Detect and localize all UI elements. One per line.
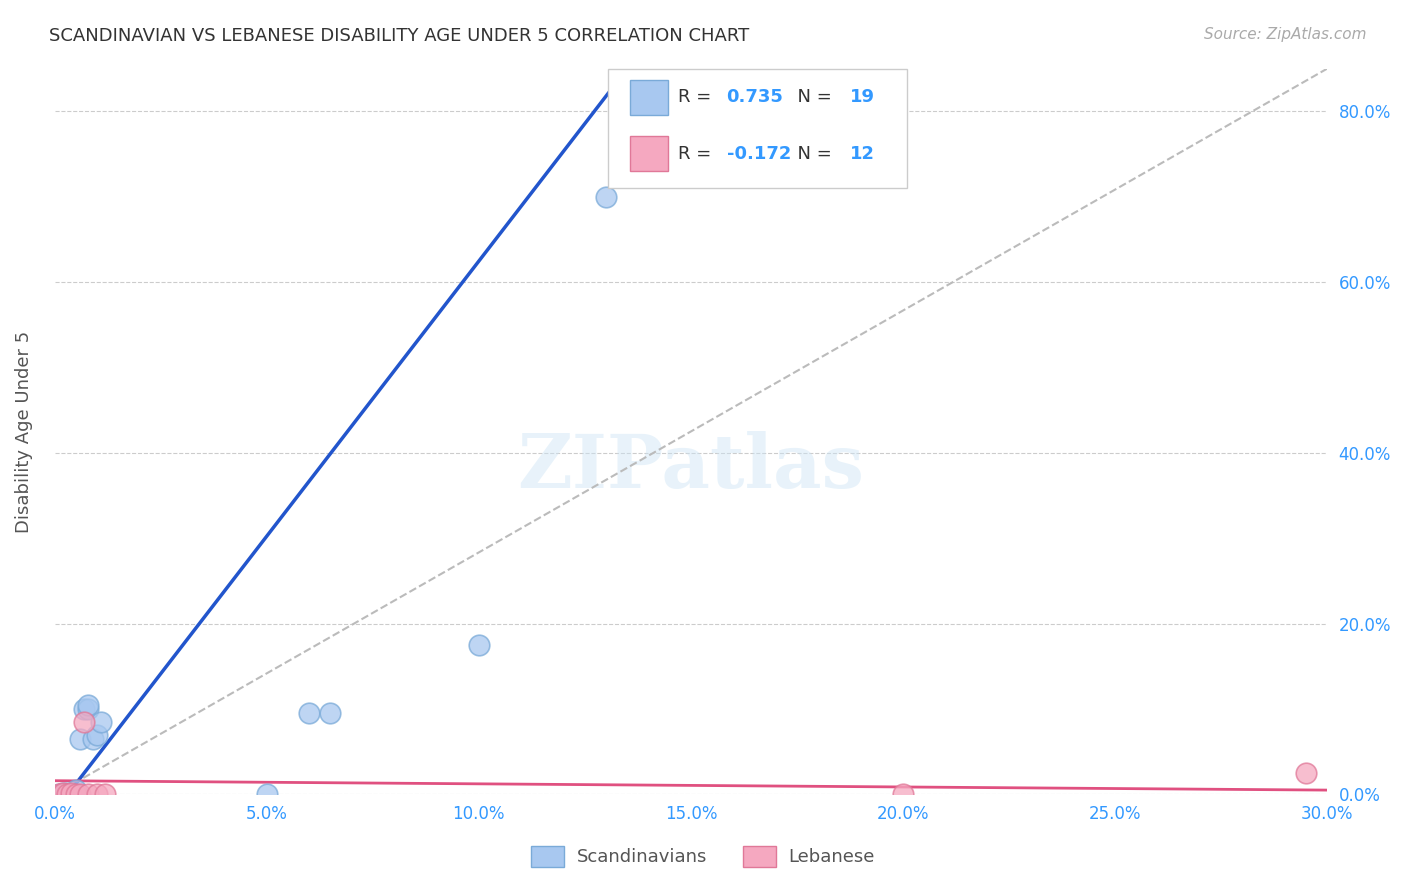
- Text: 0.735: 0.735: [727, 88, 783, 106]
- Bar: [630, 80, 668, 115]
- Text: N =: N =: [786, 88, 838, 106]
- Point: [60, 787, 83, 801]
- Text: R =: R =: [678, 145, 717, 162]
- Point: [73, 714, 96, 729]
- Point: [86, 787, 108, 801]
- Point: [52, 786, 75, 800]
- Point: [256, 787, 278, 801]
- Point: [69, 731, 91, 746]
- Point: [60, 786, 83, 800]
- Point: [69, 787, 91, 801]
- Y-axis label: Disability Age Under 5: Disability Age Under 5: [15, 330, 32, 533]
- Point: [1295, 766, 1317, 780]
- Point: [891, 787, 914, 801]
- Point: [52, 787, 75, 801]
- Point: [56, 787, 79, 801]
- Text: N =: N =: [786, 145, 838, 162]
- Text: 19: 19: [851, 88, 875, 106]
- FancyBboxPatch shape: [609, 69, 907, 188]
- Legend: Scandinavians, Lebanese: Scandinavians, Lebanese: [524, 838, 882, 874]
- Point: [52, 786, 75, 800]
- Point: [82, 731, 104, 746]
- Point: [73, 702, 96, 716]
- Point: [468, 638, 491, 652]
- Point: [77, 702, 100, 716]
- Point: [56, 786, 79, 800]
- Text: Source: ZipAtlas.com: Source: ZipAtlas.com: [1204, 27, 1367, 42]
- Point: [77, 698, 100, 712]
- Point: [298, 706, 321, 721]
- Bar: [630, 136, 668, 171]
- Point: [56, 787, 79, 801]
- Point: [86, 728, 108, 742]
- Point: [90, 714, 112, 729]
- Point: [48, 787, 70, 801]
- Text: 12: 12: [851, 145, 875, 162]
- Point: [65, 787, 87, 801]
- Point: [94, 787, 117, 801]
- Text: ZIPatlas: ZIPatlas: [517, 431, 865, 504]
- Text: -0.172: -0.172: [727, 145, 792, 162]
- Text: R =: R =: [678, 88, 717, 106]
- Point: [77, 787, 100, 801]
- Text: SCANDINAVIAN VS LEBANESE DISABILITY AGE UNDER 5 CORRELATION CHART: SCANDINAVIAN VS LEBANESE DISABILITY AGE …: [49, 27, 749, 45]
- Point: [319, 706, 342, 721]
- Point: [65, 783, 87, 797]
- Point: [595, 189, 617, 203]
- Point: [48, 787, 70, 801]
